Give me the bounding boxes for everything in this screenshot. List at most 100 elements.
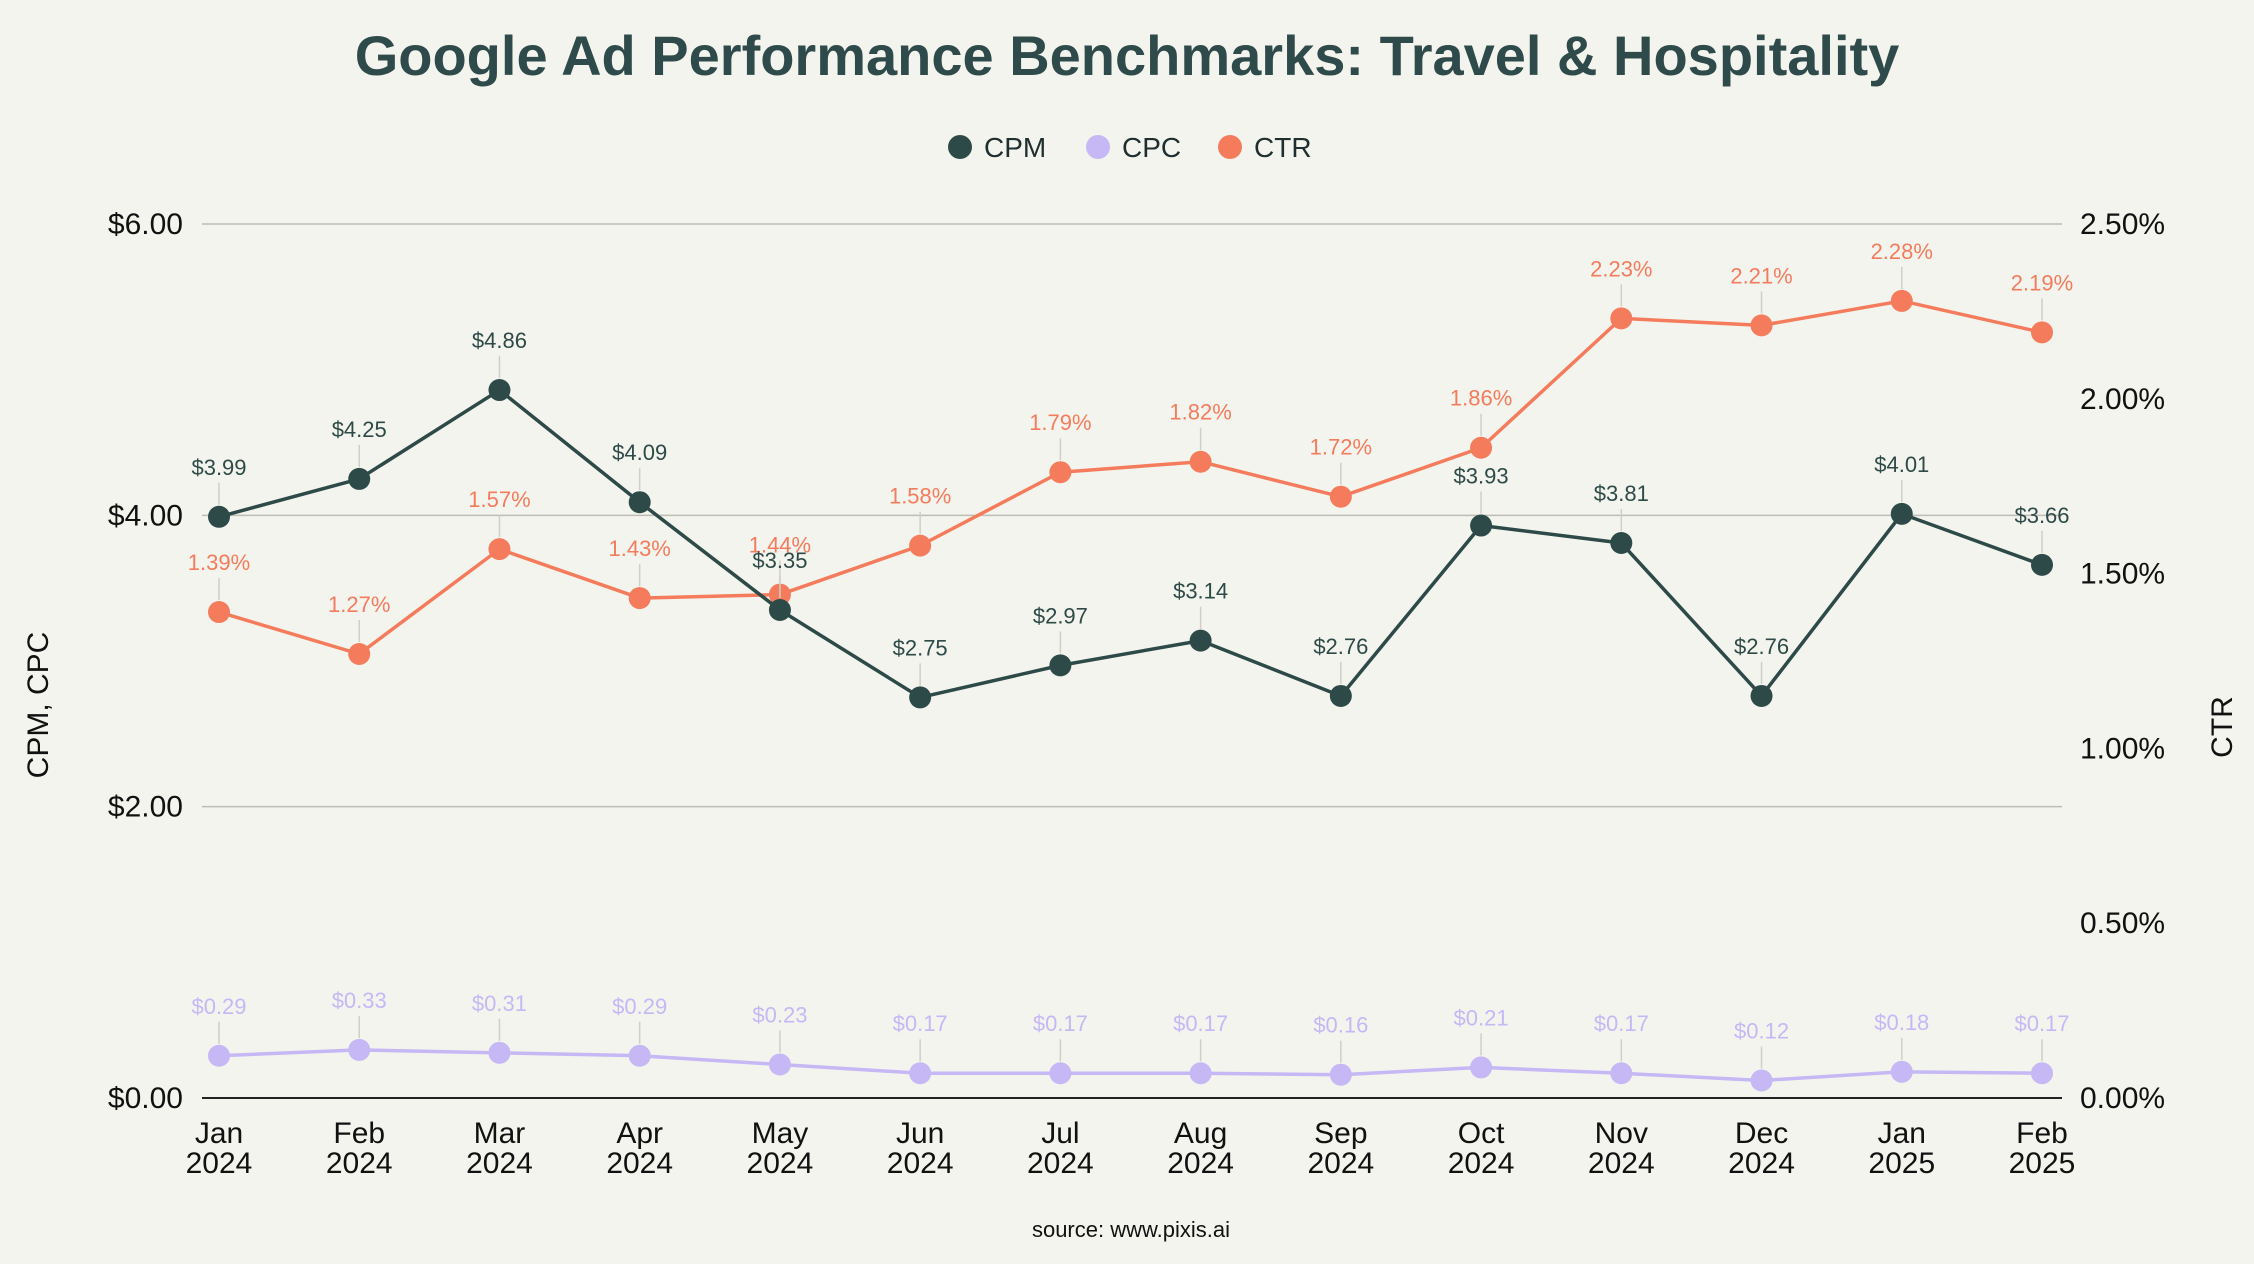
right-tick-label: 1.50% — [2080, 558, 2165, 591]
ctr-data-label: 1.39% — [188, 550, 250, 575]
cpm-data-label: $2.76 — [1734, 634, 1789, 659]
cpm-point — [1750, 684, 1773, 707]
ctr-point — [1470, 436, 1493, 459]
legend-marker-cpm — [948, 135, 972, 159]
cpm-point — [488, 379, 511, 402]
right-tick-label: 2.50% — [2080, 208, 2165, 241]
x-tick-month: Feb — [2016, 1117, 2068, 1150]
cpm-line — [218, 388, 2043, 700]
right-tick-label: 2.00% — [2080, 383, 2165, 416]
cpm-data-label: $3.81 — [1594, 481, 1649, 506]
cpm-data-label: $2.75 — [893, 635, 948, 660]
source-note: source: www.pixis.ai — [1032, 1217, 1230, 1242]
x-tick-year: 2024 — [1588, 1147, 1655, 1180]
cpc-point — [909, 1062, 932, 1085]
ctr-data-label: 1.79% — [1029, 410, 1091, 435]
ctr-data-label: 1.58% — [889, 484, 951, 509]
legend-label-cpm: CPM — [984, 132, 1046, 163]
right-axis-title: CTR — [2206, 696, 2239, 758]
x-tick-month: Oct — [1458, 1117, 1505, 1150]
cpc-data-label: $0.23 — [752, 1002, 807, 1027]
ctr-data-label: 1.43% — [608, 536, 670, 561]
cpc-line — [218, 1048, 2043, 1083]
chart-title: Google Ad Performance Benchmarks: Travel… — [355, 24, 1900, 87]
cpc-point — [208, 1044, 230, 1067]
cpm-point — [768, 599, 791, 622]
x-tick-month: Aug — [1174, 1117, 1227, 1150]
x-tick-year: 2024 — [1167, 1147, 1234, 1180]
x-tick-year: 2025 — [1868, 1147, 1935, 1180]
ctr-point — [909, 534, 932, 557]
cpc-data-label: $0.17 — [1033, 1011, 1088, 1036]
right-tick-label: 0.50% — [2080, 907, 2165, 940]
cpc-data-label: $0.29 — [191, 994, 246, 1019]
cpc-point — [1329, 1063, 1352, 1086]
ctr-point — [1049, 461, 1072, 484]
legend: CPM CPC CTR — [948, 132, 1312, 163]
x-tick-year: 2025 — [2009, 1147, 2076, 1180]
cpm-point — [2031, 553, 2053, 576]
cpc-data-label: $0.17 — [893, 1011, 948, 1036]
x-tick-year: 2024 — [1728, 1147, 1795, 1180]
ctr-point — [628, 587, 651, 610]
cpm-point — [1890, 502, 1913, 525]
cpm-point — [1329, 684, 1352, 707]
cpm-point — [208, 505, 230, 528]
cpm-point — [1049, 654, 1072, 677]
cpm-data-label: $4.25 — [332, 417, 387, 442]
ctr-data-label: 2.23% — [1590, 256, 1652, 281]
cpm-data-label: $3.66 — [2014, 503, 2069, 528]
ctr-data-label: 1.44% — [749, 533, 811, 558]
ctr-point — [2031, 321, 2053, 344]
x-tick-month: Nov — [1595, 1117, 1648, 1150]
x-tick-year: 2024 — [1027, 1147, 1094, 1180]
ctr-point — [348, 643, 371, 666]
series-ctr: 1.39% 1.27% 1.57% 1.43% 1.44% 1.58% 1.79% 1.82%… — [188, 239, 2073, 666]
ctr-data-label: 1.82% — [1169, 400, 1231, 425]
series-cpc: $0.29 $0.33 $0.31 $0.29 $0.23 $0.17 $0.17 $0.17… — [191, 988, 2070, 1092]
cpc-data-label: $0.31 — [472, 991, 527, 1016]
ctr-data-label: 2.21% — [1730, 263, 1792, 288]
ctr-point — [488, 538, 511, 561]
x-tick-month: Feb — [333, 1117, 385, 1150]
cpc-point — [628, 1044, 651, 1067]
cpm-point — [1470, 514, 1493, 537]
ctr-point — [1329, 485, 1352, 508]
cpm-point — [1610, 532, 1633, 555]
cpc-data-label: $0.21 — [1454, 1005, 1509, 1030]
cpc-point — [348, 1038, 371, 1061]
cpc-data-label: $0.18 — [1874, 1010, 1929, 1035]
x-tick-month: Sep — [1314, 1117, 1367, 1150]
x-axis: Jan2024Feb2024Mar2024Apr2024May2024Jun20… — [186, 1117, 2076, 1180]
ctr-data-label: 1.57% — [468, 487, 530, 512]
ctr-point — [208, 601, 230, 624]
ctr-data-label: 1.86% — [1450, 386, 1512, 411]
ctr-point — [1750, 314, 1773, 337]
x-tick-year: 2024 — [747, 1147, 814, 1180]
x-tick-year: 2024 — [326, 1147, 393, 1180]
cpm-data-label: $2.76 — [1313, 634, 1368, 659]
left-tick-label: $6.00 — [108, 208, 183, 241]
series-cpm: $3.99 $4.25 $4.86 $4.09 $3.35 $2.75 $2.97 $3.14… — [191, 328, 2070, 709]
cpm-data-label: $4.09 — [612, 440, 667, 465]
x-tick-month: Apr — [616, 1117, 663, 1150]
legend-marker-ctr — [1218, 135, 1242, 159]
x-tick-year: 2024 — [466, 1147, 533, 1180]
cpm-data-label: $4.86 — [472, 328, 527, 353]
x-tick-month: Mar — [474, 1117, 526, 1150]
x-tick-year: 2024 — [887, 1147, 954, 1180]
cpm-data-label: $3.35 — [752, 548, 807, 573]
x-tick-month: Jul — [1041, 1117, 1079, 1150]
x-tick-month: Jun — [896, 1117, 944, 1150]
ctr-data-label: 2.28% — [1871, 239, 1933, 264]
series-group: $0.29 $0.33 $0.31 $0.29 $0.23 $0.17 $0.17 $0.17… — [188, 239, 2073, 1092]
ctr-data-label: 1.27% — [328, 592, 390, 617]
left-y-axis: $0.00 $2.00 $4.00 $6.00 — [108, 208, 183, 1115]
cpc-point — [1610, 1062, 1633, 1085]
ctr-data-label: 1.72% — [1310, 435, 1372, 460]
cpc-data-label: $0.16 — [1313, 1013, 1368, 1038]
x-tick-year: 2024 — [606, 1147, 673, 1180]
cpm-point — [1189, 629, 1212, 652]
cpm-point — [348, 467, 371, 490]
